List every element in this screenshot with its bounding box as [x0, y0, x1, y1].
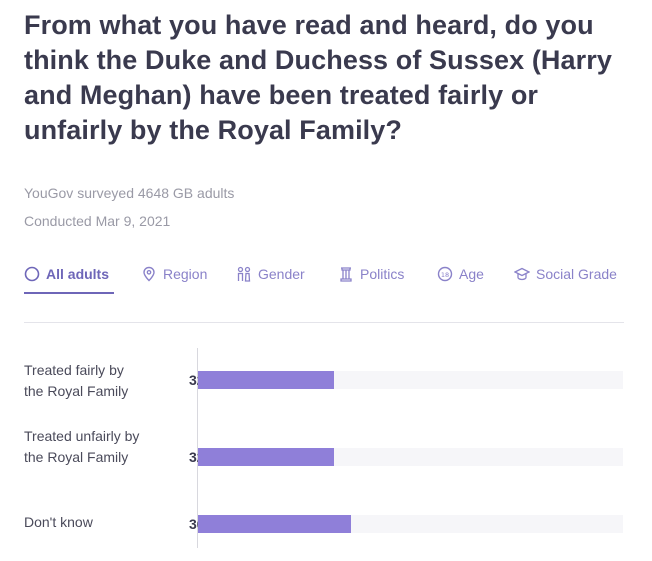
bar	[198, 515, 351, 533]
bar-track	[198, 448, 623, 466]
gender-icon	[237, 266, 251, 282]
tab-label: Social Grade	[536, 266, 617, 282]
divider	[24, 322, 624, 323]
category-label: Don't know	[24, 514, 93, 530]
map-pin-icon	[143, 266, 155, 282]
tab-label: All adults	[46, 266, 110, 282]
social-grade-icon	[514, 267, 530, 281]
bar	[198, 371, 334, 389]
tab-all-adults[interactable]: All adults	[24, 264, 114, 294]
tab-social-grade[interactable]: Social Grade	[514, 264, 617, 294]
tab-label: Politics	[360, 266, 405, 282]
question-title: From what you have read and heard, do yo…	[24, 10, 612, 145]
bar-track	[198, 371, 623, 389]
tab-politics[interactable]: Politics	[338, 264, 404, 294]
chart-axis-line	[197, 348, 198, 548]
category-label: Treated fairly by the Royal Family	[24, 362, 129, 399]
tab-label: Age	[459, 266, 484, 282]
tab-label: Gender	[258, 266, 305, 282]
survey-sample-text: YouGov surveyed 4648 GB adults	[24, 185, 235, 201]
tab-age[interactable]: 18 Age	[437, 264, 484, 294]
circle-icon	[24, 266, 40, 282]
tab-region[interactable]: Region	[141, 264, 207, 294]
tab-gender[interactable]: Gender	[236, 264, 305, 294]
tab-label: Region	[163, 266, 208, 282]
survey-date-text: Conducted Mar 9, 2021	[24, 213, 171, 229]
bar	[198, 448, 334, 466]
politics-icon	[340, 267, 352, 282]
svg-text:18: 18	[441, 271, 449, 279]
category-label: Treated unfairly by the Royal Family	[24, 428, 140, 465]
breakdown-tabs: All adults Region Gender Politics 18 Age	[24, 264, 634, 294]
age-icon: 18	[437, 266, 453, 282]
bar-track	[198, 515, 623, 533]
